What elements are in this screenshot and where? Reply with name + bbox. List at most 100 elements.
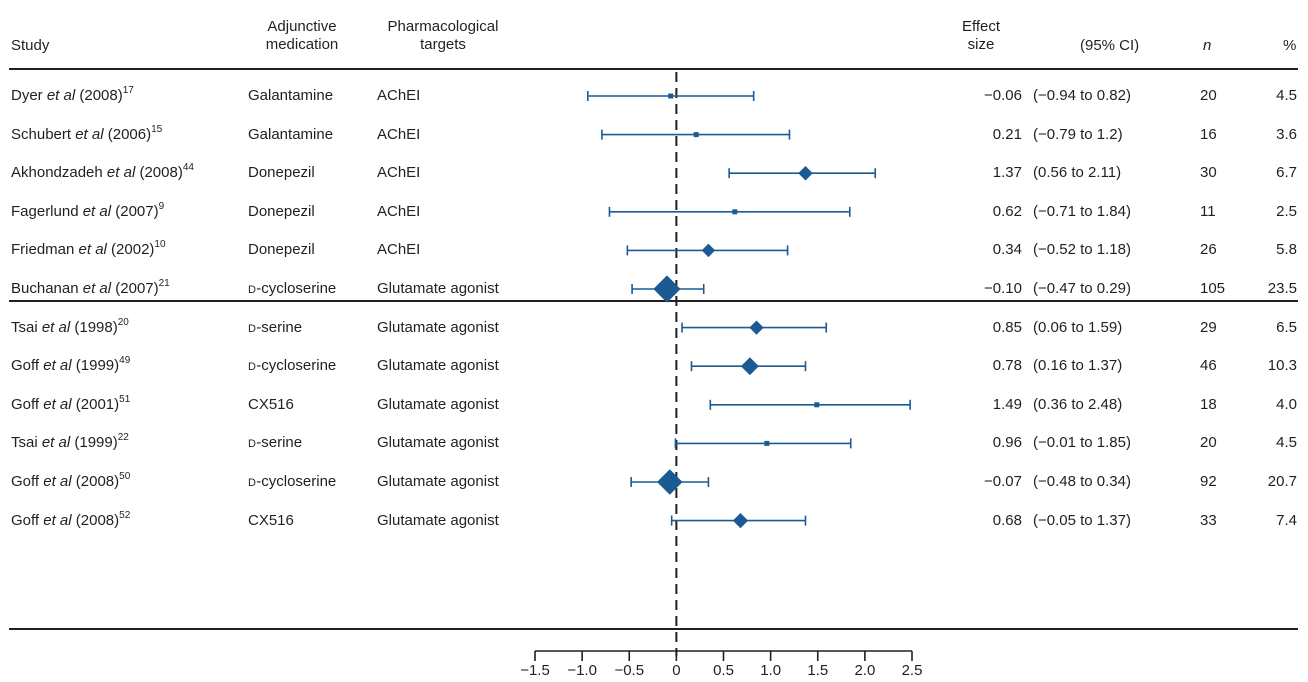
study-author: Goff — [11, 357, 44, 374]
study-year: (2007) — [111, 203, 159, 220]
effect-marker — [740, 357, 759, 376]
medication-label: Donepezil — [248, 163, 315, 184]
weight-pct-value: 4.0 — [1276, 396, 1297, 413]
ci-value: (−0.05 to 1.37) — [1033, 512, 1131, 529]
medication-name: CX516 — [248, 512, 294, 529]
effect-size-value: 1.37 — [992, 164, 1022, 181]
ci-value: (−0.71 to 1.84) — [1033, 203, 1131, 220]
medication-name: -cycloserine — [256, 280, 337, 297]
effect-size-value: 0.78 — [992, 357, 1022, 374]
study-reference: 15 — [151, 124, 163, 135]
study-author: Schubert — [11, 126, 76, 143]
ci-value: (−0.47 to 0.29) — [1033, 280, 1131, 297]
x-tick-label: 2.5 — [901, 662, 923, 679]
medication-name: Donepezil — [248, 241, 315, 258]
effect-marker — [798, 165, 813, 181]
study-year: (2002) — [106, 241, 155, 258]
medication-name: Galantamine — [248, 126, 334, 143]
study-label: Dyer et al (2008)17 — [11, 86, 134, 106]
effect-marker — [701, 243, 716, 258]
study-etal: et al — [106, 164, 136, 181]
study-reference: 51 — [119, 394, 131, 405]
effect-marker — [814, 402, 820, 408]
weight-pct-value: 2.5 — [1276, 203, 1297, 220]
study-year: (2008) — [71, 512, 120, 529]
header-effect-size: Effect size — [948, 18, 1014, 54]
weight-pct-value: 5.8 — [1276, 241, 1297, 258]
x-tick-label: −1.0 — [567, 662, 597, 679]
header-effect-line2: size — [967, 36, 995, 53]
study-author: Tsai — [11, 434, 42, 451]
header-targets-line2: targets — [420, 36, 466, 53]
weight-pct-value: 23.5 — [1267, 280, 1297, 297]
study-label: Tsai et al (1998)20 — [11, 318, 129, 338]
medication-name: Galantamine — [248, 87, 334, 104]
target-label: Glutamate agonist — [377, 357, 499, 374]
study-author: Goff — [11, 512, 44, 529]
header-medication: Adjunctive medication — [240, 18, 364, 54]
medication-prefix: D — [248, 361, 257, 373]
weight-pct-value: 10.3 — [1267, 357, 1297, 374]
n-value: 46 — [1200, 357, 1217, 374]
ci-value: (0.16 to 1.37) — [1033, 357, 1123, 374]
study-author: Friedman — [11, 241, 79, 258]
n-value: 20 — [1200, 434, 1217, 451]
study-label: Goff et al (2008)52 — [11, 511, 130, 531]
medication-label: D-cycloserine — [248, 279, 336, 300]
effect-size-value: −0.10 — [984, 280, 1022, 297]
effect-size-value: −0.07 — [984, 473, 1022, 490]
study-year: (2001) — [71, 396, 120, 413]
group-separator-rule — [9, 300, 1298, 302]
study-etal: et al — [82, 203, 112, 220]
study-reference: 17 — [122, 85, 134, 96]
study-author: Goff — [11, 473, 44, 490]
x-tick-label: 0.5 — [713, 662, 734, 679]
weight-pct-value: 3.6 — [1276, 126, 1297, 143]
effect-size-value: −0.06 — [984, 87, 1022, 104]
x-tick-label: −0.5 — [614, 662, 645, 679]
x-tick-label: 1.5 — [807, 662, 829, 679]
study-reference: 10 — [154, 239, 166, 250]
study-author: Tsai — [11, 319, 42, 336]
medication-name: Donepezil — [248, 164, 315, 181]
medication-name: CX516 — [248, 396, 294, 413]
effect-marker — [764, 440, 770, 446]
effect-size-value: 0.34 — [992, 241, 1022, 258]
n-value: 33 — [1200, 512, 1217, 529]
medication-label: D-serine — [248, 433, 302, 454]
medication-label: Galantamine — [248, 86, 333, 107]
n-value: 29 — [1200, 319, 1217, 336]
weight-pct-value: 20.7 — [1267, 473, 1297, 490]
header-medication-line1: Adjunctive — [267, 18, 337, 35]
ci-value: (−0.94 to 0.82) — [1033, 87, 1131, 104]
medication-label: D-cycloserine — [248, 356, 336, 377]
n-value: 30 — [1200, 164, 1217, 181]
study-label: Akhondzadeh et al (2008)44 — [11, 163, 194, 183]
effect-marker — [732, 209, 738, 215]
study-reference: 9 — [158, 201, 165, 212]
effect-marker — [653, 275, 681, 303]
medication-prefix: D — [248, 438, 257, 450]
n-value: 26 — [1200, 241, 1217, 258]
target-label: Glutamate agonist — [377, 434, 499, 451]
medication-name: -serine — [256, 319, 303, 336]
effect-marker — [732, 512, 749, 529]
effect-marker — [693, 132, 699, 138]
header-pct: % — [1283, 37, 1297, 54]
n-value: 16 — [1200, 126, 1217, 143]
n-value: 105 — [1200, 280, 1226, 297]
x-tick-label: −1.5 — [520, 662, 550, 679]
study-author: Fagerlund — [11, 203, 83, 220]
medication-label: Galantamine — [248, 125, 333, 146]
n-value: 11 — [1200, 203, 1216, 220]
effect-size-value: 1.49 — [992, 396, 1022, 413]
study-author: Dyer — [11, 87, 47, 104]
study-etal: et al — [43, 396, 72, 413]
ci-value: (−0.48 to 0.34) — [1033, 473, 1131, 490]
target-label: Glutamate agonist — [377, 319, 499, 336]
medication-label: CX516 — [248, 395, 294, 416]
medication-label: D-cycloserine — [248, 472, 336, 493]
ci-value: (−0.01 to 1.85) — [1033, 434, 1131, 451]
study-label: Buchanan et al (2007)21 — [11, 279, 170, 299]
